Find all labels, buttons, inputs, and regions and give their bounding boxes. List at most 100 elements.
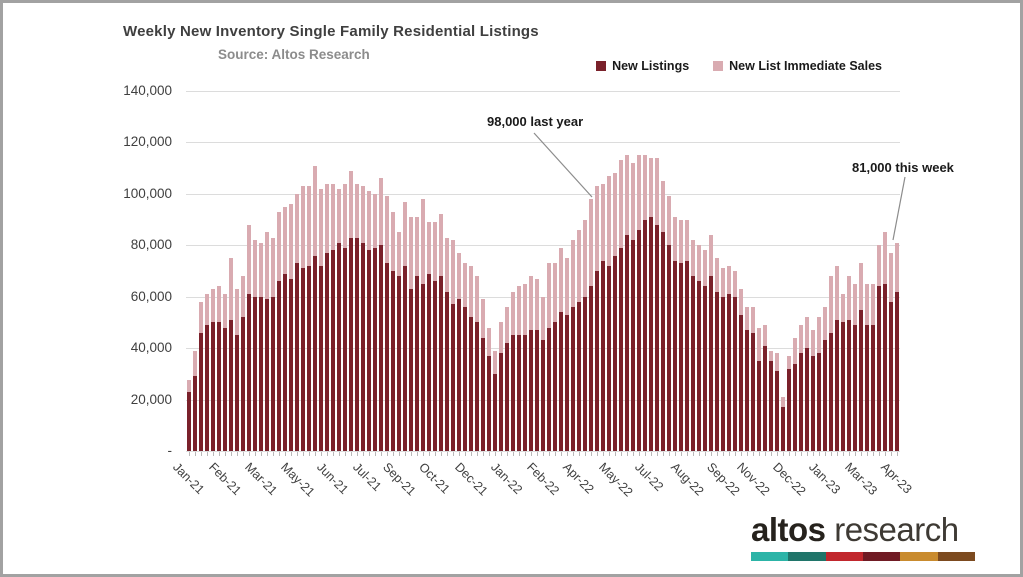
bar-immediate-sales <box>558 247 564 313</box>
x-tick-label: Nov-22 <box>734 460 773 499</box>
x-axis-tick <box>501 452 502 456</box>
bar-immediate-sales <box>222 294 228 328</box>
bar-immediate-sales <box>516 286 522 336</box>
bar-immediate-sales <box>816 317 822 354</box>
bar-immediate-sales <box>576 229 582 302</box>
bar-immediate-sales <box>636 155 642 230</box>
legend-item-immediate-sales: New List Immediate Sales <box>713 59 882 73</box>
bar-immediate-sales <box>348 170 354 238</box>
logo-bar-segment <box>788 552 826 561</box>
bar-immediate-sales <box>390 211 396 271</box>
bar-new-listings <box>768 361 774 451</box>
bar-new-listings <box>732 296 738 451</box>
x-axis-tick <box>495 452 496 456</box>
bar-new-listings <box>510 335 516 451</box>
x-axis-tick <box>261 452 262 456</box>
bar-new-listings <box>594 271 600 451</box>
x-axis-tick <box>645 452 646 456</box>
x-tick-label: Dec-21 <box>452 460 491 499</box>
y-tick-label: 100,000 <box>123 185 172 201</box>
bar-new-listings <box>342 247 348 451</box>
bar-immediate-sales <box>804 317 810 349</box>
x-axis-tick <box>579 452 580 456</box>
x-tick-label: Jul-21 <box>350 460 385 494</box>
bar-immediate-sales <box>204 294 210 325</box>
x-tick-label: Dec-22 <box>770 460 809 499</box>
x-axis-tick <box>453 452 454 456</box>
x-axis-tick <box>585 452 586 456</box>
x-axis-tick <box>219 452 220 456</box>
bar-immediate-sales <box>474 276 480 323</box>
bar-immediate-sales <box>318 188 324 266</box>
x-axis-tick <box>609 452 610 456</box>
x-axis-tick <box>855 452 856 456</box>
bar-new-listings <box>258 296 264 451</box>
x-axis-tick <box>681 452 682 456</box>
bar-immediate-sales <box>630 163 636 241</box>
bar-immediate-sales <box>678 219 684 264</box>
logo-bar-segment <box>751 552 789 561</box>
bar-new-listings <box>708 276 714 451</box>
x-axis-tick <box>879 452 880 456</box>
x-axis-tick <box>513 452 514 456</box>
bar-immediate-sales <box>594 186 600 271</box>
bar-immediate-sales <box>504 307 510 343</box>
bar-new-listings <box>858 309 864 451</box>
x-axis-tick <box>489 452 490 456</box>
x-tick-label: Mar-21 <box>242 460 280 498</box>
y-tick-label: 40,000 <box>130 340 172 356</box>
bar-new-listings <box>396 276 402 451</box>
bar-immediate-sales <box>312 165 318 256</box>
logo-color-bar <box>751 552 975 561</box>
bar-immediate-sales <box>840 294 846 323</box>
bar-immediate-sales <box>606 175 612 266</box>
x-axis-tick <box>651 452 652 456</box>
bar-immediate-sales <box>612 173 618 256</box>
x-axis-tick <box>429 452 430 456</box>
x-axis-tick <box>207 452 208 456</box>
gridline <box>186 91 900 92</box>
bar-immediate-sales <box>780 397 786 408</box>
x-tick-label: Sep-22 <box>704 460 743 499</box>
bar-new-listings <box>432 281 438 451</box>
bar-immediate-sales <box>696 245 702 282</box>
x-axis-tick <box>333 452 334 456</box>
x-axis-tick <box>537 452 538 456</box>
bar-new-listings <box>774 371 780 451</box>
bar-new-listings <box>300 268 306 451</box>
gridline <box>186 193 900 195</box>
x-axis-tick <box>459 452 460 456</box>
chart-title: Weekly New Inventory Single Family Resid… <box>123 23 539 40</box>
bar-new-listings <box>828 332 834 451</box>
bar-immediate-sales <box>492 350 498 374</box>
x-tick-label: Jan-22 <box>488 460 526 497</box>
x-axis-tick <box>345 452 346 456</box>
x-tick-label: Jan-21 <box>170 460 208 497</box>
bar-immediate-sales <box>432 222 438 282</box>
bar-new-listings <box>822 340 828 451</box>
y-tick-label: 80,000 <box>130 237 172 253</box>
bar-immediate-sales <box>750 307 756 333</box>
bar-immediate-sales <box>216 286 222 323</box>
x-axis-tick <box>243 452 244 456</box>
bar-new-listings <box>678 263 684 451</box>
bar-immediate-sales <box>726 265 732 295</box>
bar-new-listings <box>468 317 474 451</box>
bar-new-listings <box>684 260 690 451</box>
bar-new-listings <box>870 325 876 451</box>
x-tick-label: Sep-21 <box>380 460 419 499</box>
x-axis-tick <box>729 452 730 456</box>
bar-new-listings <box>576 301 582 451</box>
x-axis-tick <box>465 452 466 456</box>
bar-new-listings <box>798 353 804 451</box>
bar-immediate-sales <box>234 289 240 336</box>
bar-immediate-sales <box>444 237 450 292</box>
bar-immediate-sales <box>240 276 246 318</box>
bar-new-listings <box>498 353 504 451</box>
bar-immediate-sales <box>456 253 462 300</box>
bar-new-listings <box>654 224 660 451</box>
bar-immediate-sales <box>450 240 456 305</box>
bar-new-listings <box>696 281 702 451</box>
legend-label-immediate-sales: New List Immediate Sales <box>729 59 882 73</box>
x-tick-label: Apr-23 <box>878 460 915 497</box>
